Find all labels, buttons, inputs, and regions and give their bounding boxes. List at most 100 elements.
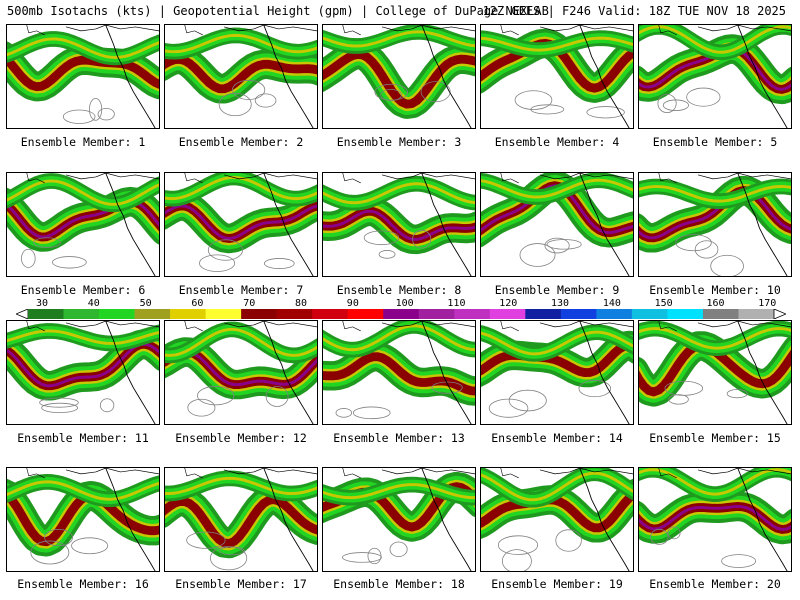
coastline-north: [381, 321, 475, 328]
height-contour: [508, 389, 547, 412]
height-contour: [578, 379, 612, 398]
colorbar-swatch: [454, 309, 491, 319]
coastline: [737, 321, 788, 424]
height-contour: [219, 546, 245, 556]
colorbar-tick-label: 60: [191, 298, 204, 309]
coastline: [421, 173, 472, 276]
height-contour: [186, 531, 226, 549]
ensemble-member-label: Ensemble Member: 10: [649, 283, 781, 297]
height-contour: [99, 398, 115, 413]
northern-jet-core: [639, 184, 791, 203]
height-contour: [367, 547, 382, 565]
coastline-asia: [26, 173, 45, 184]
coastline: [263, 25, 314, 128]
ensemble-member-map: [638, 24, 792, 129]
coastline: [737, 25, 788, 128]
ensemble-member-map: [6, 24, 160, 129]
isotach-map-svg: [639, 25, 791, 128]
height-contour: [546, 239, 582, 250]
ensemble-member-map: [322, 320, 476, 425]
isotach-map-svg: [481, 321, 633, 424]
ensemble-member-label: Ensemble Member: 14: [491, 431, 623, 445]
colorbar-tick-label: 140: [602, 298, 621, 309]
jet-stream-max: [481, 489, 633, 533]
coastline-asia: [184, 25, 203, 36]
jet-stream-max: [323, 50, 475, 109]
northern-jet-core: [7, 179, 159, 206]
coastline-asia: [342, 173, 361, 184]
coastline-north: [539, 321, 633, 328]
coastline-asia: [500, 25, 519, 36]
colorbar-swatch: [276, 309, 313, 319]
coastline-north: [223, 321, 317, 328]
height-contour: [89, 97, 103, 121]
isotach-map-svg: [639, 468, 791, 571]
height-contour: [33, 237, 61, 248]
coastline: [579, 468, 630, 571]
ensemble-member-label: Ensemble Member: 20: [649, 577, 781, 591]
northern-jet-core: [639, 327, 791, 350]
coastline-asia: [184, 468, 203, 479]
colorbar-tick-label: 170: [758, 298, 777, 309]
height-contour: [342, 552, 382, 563]
coastline-asia: [26, 321, 45, 332]
height-contour: [514, 90, 553, 110]
northern-jet-core: [165, 33, 317, 54]
height-contour: [726, 389, 748, 399]
colorbar-swatch: [738, 309, 775, 319]
coastline-north: [539, 25, 633, 32]
isotach-map-svg: [639, 321, 791, 424]
ensemble-member-label: Ensemble Member: 8: [336, 283, 462, 297]
coastline-north: [65, 468, 159, 475]
coastline-asia: [184, 173, 203, 184]
height-contour: [380, 89, 402, 101]
ensemble-member-map: [164, 24, 318, 129]
colorbar-swatch: [312, 309, 349, 319]
height-contour: [650, 528, 669, 545]
colorbar-swatch: [241, 309, 277, 319]
height-contour: [52, 256, 87, 269]
colorbar-tick-label: 70: [243, 298, 256, 309]
coastline-north: [381, 25, 475, 32]
coastline-north: [65, 321, 159, 328]
colorbar-swatch: [134, 309, 171, 319]
coastline: [579, 321, 630, 424]
coastline-asia: [500, 321, 519, 332]
height-contour: [374, 83, 408, 101]
coastline-asia: [26, 25, 45, 36]
height-contour: [497, 535, 539, 555]
ensemble-member-label: Ensemble Member: 19: [491, 577, 623, 591]
model-run-info: 12Z GEFS | F246 Valid: 18Z TUE NOV 18 20…: [482, 4, 786, 18]
coastline: [263, 321, 314, 424]
colorbar-swatch: [525, 309, 562, 319]
northern-jet-core: [165, 327, 317, 357]
height-contour: [544, 237, 570, 254]
isotach-map-svg: [323, 173, 475, 276]
coastline: [421, 468, 472, 571]
northern-jet-core: [481, 178, 633, 199]
height-contour: [335, 408, 353, 418]
colorbar-swatch: [560, 309, 597, 319]
colorbar-tick-label: 100: [395, 298, 414, 309]
jet-stream-max: [165, 495, 317, 548]
northern-jet-core: [481, 330, 633, 356]
colorbar-swatch: [418, 309, 455, 319]
colorbar-tick-label: 40: [87, 298, 100, 309]
northern-jet-core: [7, 37, 159, 59]
coastline-asia: [342, 468, 361, 479]
ensemble-member-label: Ensemble Member: 6: [20, 283, 146, 297]
height-contour: [675, 234, 712, 252]
height-contour: [232, 79, 266, 100]
coastline: [737, 468, 788, 571]
coastline-north: [381, 468, 475, 475]
height-contour: [62, 109, 96, 124]
coastline: [105, 25, 156, 128]
isotach-colorbar: 30 40 50 60 70 80 90 100 110 120 130 140 150 160 170: [16, 298, 786, 320]
height-contour: [209, 546, 248, 571]
coastline: [737, 173, 788, 276]
height-contour: [21, 248, 36, 268]
height-contour: [97, 108, 115, 121]
coastline-asia: [342, 25, 361, 36]
height-contour: [694, 240, 719, 259]
ensemble-member-label: Ensemble Member: 2: [178, 135, 304, 149]
